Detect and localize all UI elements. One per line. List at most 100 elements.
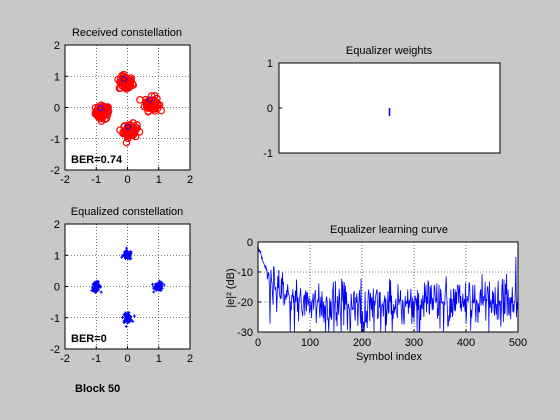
x-tick-label: 1 bbox=[156, 353, 162, 365]
learning-curve-xlabel: Symbol index bbox=[356, 351, 423, 363]
x-tick-label: 0 bbox=[124, 174, 130, 186]
learning-curve-line bbox=[257, 243, 519, 333]
constellation-point bbox=[126, 251, 130, 255]
learning-curve-ylabel: |e|² (dB) bbox=[225, 268, 237, 307]
x-tick-label: 300 bbox=[405, 337, 423, 349]
constellation-point bbox=[127, 314, 131, 318]
constellation-point bbox=[122, 313, 126, 317]
equalizer-weights-title: Equalizer weights bbox=[346, 45, 433, 57]
constellation-point bbox=[123, 256, 127, 260]
y-tick-label: -2 bbox=[50, 344, 60, 356]
constellation-point bbox=[151, 282, 155, 286]
constellation-point bbox=[104, 107, 113, 115]
x-tick-label: -1 bbox=[91, 353, 101, 365]
constellation-point bbox=[91, 283, 95, 287]
constellation-outlier-point bbox=[146, 96, 153, 103]
constellation-point bbox=[129, 250, 133, 254]
constellation-point bbox=[159, 288, 163, 292]
constellation-point bbox=[147, 92, 156, 100]
constellation-point bbox=[122, 252, 126, 256]
constellation-point bbox=[131, 319, 135, 323]
x-tick-label: 400 bbox=[457, 337, 475, 349]
constellation-point bbox=[124, 252, 128, 256]
y-tick-label: 1 bbox=[54, 250, 60, 262]
y-tick-label: 2 bbox=[54, 40, 60, 52]
x-tick-label: 100 bbox=[301, 337, 319, 349]
y-tick-label: 1 bbox=[267, 58, 273, 70]
equalized-constellation-panel: Equalized constellation -2 -1 0 1 2 -2 -1 0 1 2 BE… bbox=[50, 206, 193, 365]
y-tick-label: -10 bbox=[237, 267, 253, 279]
received-constellation-panel: Received constellation -2 -1 0 1 2 -2 -1 0 1 2 BER… bbox=[50, 27, 193, 186]
constellation-point bbox=[154, 101, 162, 109]
constellation-point bbox=[95, 289, 99, 293]
constellation-point bbox=[160, 285, 164, 289]
constellation-point bbox=[122, 138, 131, 147]
ber-annotation: BER=0 bbox=[71, 333, 107, 345]
constellation-point bbox=[136, 95, 144, 104]
plot-border bbox=[257, 241, 519, 333]
plot-area bbox=[65, 224, 190, 349]
x-tick-label: 0 bbox=[255, 337, 261, 349]
x-tick-label: 500 bbox=[509, 337, 527, 349]
constellation-point bbox=[99, 290, 103, 294]
y-tick-label: -1 bbox=[50, 313, 60, 325]
constellation-point bbox=[121, 75, 130, 84]
equalized-constellation-title: Equalized constellation bbox=[71, 206, 184, 218]
constellation-outlier-point bbox=[121, 76, 127, 83]
constellation-outlier-point bbox=[97, 105, 104, 112]
constellation-point bbox=[153, 286, 157, 290]
y-tick-label: 0 bbox=[247, 237, 253, 249]
x-tick-label: 200 bbox=[353, 337, 371, 349]
y-tick-label: -2 bbox=[50, 165, 60, 177]
constellation-point bbox=[127, 254, 131, 258]
constellation-point bbox=[153, 282, 157, 286]
constellation-point bbox=[157, 106, 166, 115]
x-tick-label: 0 bbox=[124, 353, 130, 365]
constellation-point bbox=[99, 107, 108, 116]
constellation-point bbox=[124, 325, 128, 329]
x-tick-label: -2 bbox=[60, 353, 70, 365]
x-tick-label: 1 bbox=[156, 174, 162, 186]
constellation-point bbox=[144, 99, 153, 107]
constellation-point bbox=[132, 314, 136, 318]
constellation-point bbox=[162, 283, 166, 287]
constellation-outlier-point bbox=[125, 124, 131, 130]
ber-annotation: BER=0.74 bbox=[71, 154, 123, 166]
constellation-point bbox=[124, 249, 128, 253]
learning-curve-panel: Equalizer learning curve Symbol index |e… bbox=[225, 224, 527, 363]
y-tick-label: -20 bbox=[237, 297, 253, 309]
block-label: Block 50 bbox=[75, 383, 120, 395]
y-tick-label: -30 bbox=[237, 327, 253, 339]
constellation-point bbox=[120, 255, 124, 259]
constellation-point bbox=[120, 122, 128, 131]
constellation-point bbox=[160, 282, 164, 286]
constellation-point bbox=[124, 316, 128, 320]
constellation-point bbox=[93, 287, 97, 291]
y-tick-label: 0 bbox=[54, 103, 60, 115]
y-tick-label: 0 bbox=[267, 103, 273, 115]
x-tick-label: -2 bbox=[60, 174, 70, 186]
constellation-point bbox=[126, 131, 135, 139]
constellation-point bbox=[97, 284, 101, 288]
y-tick-label: 2 bbox=[54, 219, 60, 231]
constellation-point bbox=[152, 290, 156, 294]
constellation-point bbox=[129, 257, 133, 261]
constellation-point bbox=[124, 311, 128, 315]
learning-curve-title: Equalizer learning curve bbox=[330, 224, 448, 236]
constellation-point bbox=[156, 283, 160, 287]
equalizer-weights-panel: Equalizer weights -1 0 1 bbox=[263, 45, 501, 160]
constellation-point bbox=[127, 318, 131, 322]
x-tick-label: 2 bbox=[187, 174, 193, 186]
constellation-point bbox=[126, 321, 130, 325]
y-tick-label: -1 bbox=[50, 134, 60, 146]
x-tick-label: -1 bbox=[91, 174, 101, 186]
y-tick-label: -1 bbox=[263, 148, 273, 160]
constellation-point bbox=[120, 316, 124, 320]
plot-area bbox=[65, 45, 190, 170]
constellation-point bbox=[155, 287, 159, 291]
constellation-point bbox=[125, 246, 129, 250]
constellation-point bbox=[125, 319, 129, 323]
constellation-point bbox=[125, 312, 129, 316]
received-constellation-title: Received constellation bbox=[72, 27, 182, 39]
